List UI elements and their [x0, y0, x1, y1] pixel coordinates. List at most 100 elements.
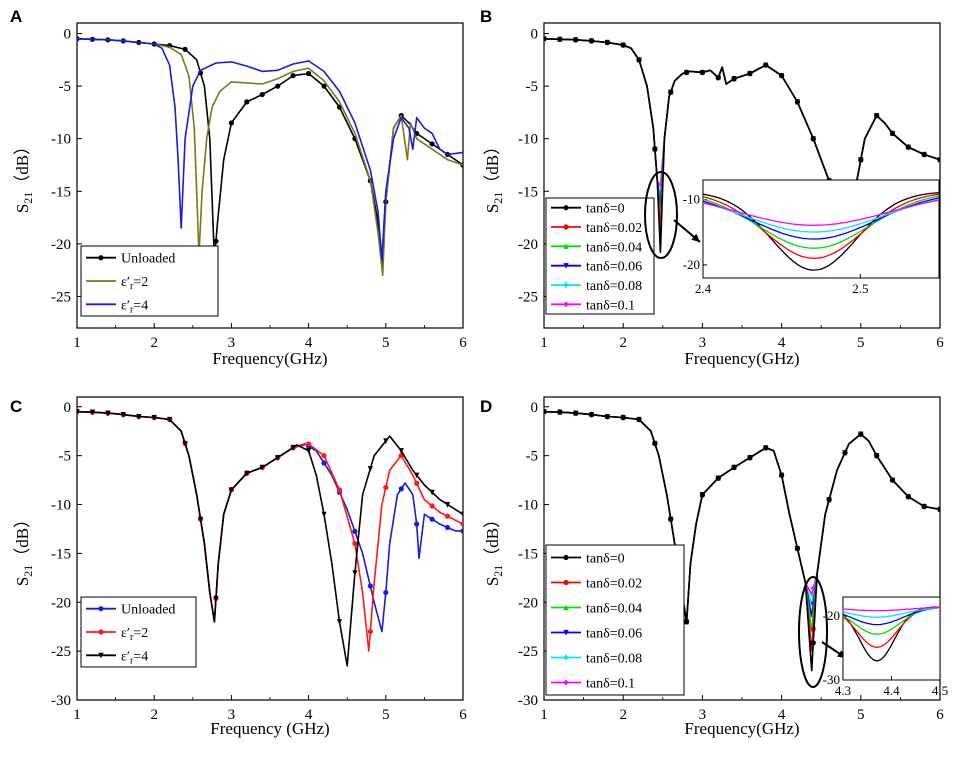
data-point: [731, 464, 737, 470]
inset-series-line: [843, 606, 940, 612]
legend-entry: tanδ=0.1: [551, 298, 635, 313]
inset-y-tick-label: -30: [823, 672, 840, 687]
inset-series-line: [843, 607, 940, 626]
legend-label-main: tanδ=0.04: [586, 240, 642, 255]
inset-y-tick-label: -10: [683, 192, 700, 207]
y-tick-label: -20: [51, 237, 71, 253]
legend-label: tanδ=0.04: [586, 240, 642, 255]
data-point: [889, 130, 896, 137]
y-tick-label: -5: [59, 79, 72, 95]
data-point: [604, 39, 610, 46]
data-point: [259, 91, 265, 98]
y-tick-label: -5: [59, 449, 72, 465]
inset-x-tick-label: 2.5: [852, 281, 868, 296]
x-tick-label: 1: [540, 707, 548, 723]
data-point: [444, 501, 451, 508]
data-point: [398, 486, 404, 492]
legend-label-main: tanδ=0.1: [586, 298, 635, 313]
y-axis-label-sub: 21: [491, 565, 505, 577]
data-point: [810, 136, 816, 142]
legend-label: tanδ=0: [586, 202, 625, 217]
inset-curves: [703, 192, 939, 271]
x-tick-label: 2: [150, 335, 158, 351]
legend-entry: Unloaded: [86, 252, 175, 267]
data-point: [306, 448, 312, 454]
y-tick-label: -25: [51, 289, 71, 305]
y-axis-label: S21（dB）: [13, 511, 35, 586]
legend-label: tanδ=0.1: [586, 298, 635, 313]
data-point: [383, 484, 389, 491]
inset-frame: [702, 179, 940, 279]
y-axis-label: S21（dB）: [483, 511, 505, 586]
legend-label: tanδ=0.02: [586, 221, 642, 236]
data-point: [858, 431, 864, 437]
data-point: [151, 414, 157, 421]
data-point: [937, 157, 940, 163]
data-point: [715, 475, 721, 481]
data-point: [810, 640, 816, 646]
data-point: [429, 516, 435, 522]
data-point: [842, 450, 848, 456]
legend-label: tanδ=0.08: [586, 652, 642, 667]
legend-entry: ε′r=4: [86, 649, 148, 666]
data-point: [383, 589, 389, 596]
legend-label: tanδ=0.02: [586, 577, 642, 592]
y-axis-label-main: S: [483, 577, 502, 586]
data-point: [414, 472, 420, 479]
legend-marker: [98, 255, 104, 261]
data-point: [120, 411, 126, 418]
data-point: [321, 83, 327, 89]
zoom-ellipse: [798, 576, 828, 688]
data-point: [874, 453, 880, 459]
inset-zoom: 4.3 4.4 4.5 -20 -30: [798, 576, 948, 698]
panel-letter: A: [10, 7, 22, 26]
legend-label-main: tanδ=0.06: [586, 260, 642, 275]
legend-label: ε′r=4: [121, 298, 148, 315]
inset-zoom: 2.4 2.5 -10 -20: [644, 171, 940, 296]
data-point: [182, 440, 188, 447]
data-point: [747, 70, 753, 77]
data-point: [244, 99, 250, 105]
series--r-4: [77, 38, 463, 261]
series--r-2: [77, 38, 463, 277]
series--r-4: [77, 409, 463, 667]
data-point: [699, 69, 706, 76]
panel-c: C 1 2 3 4 5 6 0 -5 -10 -15 -20 -25 -30 Frequency (GHz)…: [10, 396, 467, 738]
data-point: [544, 409, 547, 415]
x-tick-label: 3: [228, 335, 236, 351]
series-line: [77, 38, 463, 266]
data-point: [197, 516, 204, 523]
x-tick-label: 6: [459, 707, 467, 723]
data-point: [889, 477, 896, 483]
data-point: [290, 444, 296, 451]
x-axis-label: Frequency(GHz): [684, 349, 799, 368]
x-tick-label: 4: [778, 707, 786, 723]
y-tick-label: -25: [518, 644, 538, 660]
data-point: [604, 413, 610, 420]
legend-label-main: ε′: [121, 626, 130, 641]
legend-label-main: ε′: [121, 275, 130, 290]
data-point: [794, 545, 801, 552]
y-tick-label: 0: [531, 400, 539, 416]
legend-label-main: Unloaded: [121, 252, 175, 267]
data-point: [213, 238, 219, 244]
x-tick-label: 6: [459, 335, 467, 351]
data-point: [874, 112, 880, 119]
x-tick-label: 1: [540, 335, 548, 351]
inset-x-tick-label: 4.4: [883, 683, 900, 698]
x-tick-label: 3: [699, 707, 707, 723]
x-tick-label: 5: [857, 335, 865, 351]
data-point: [89, 409, 96, 416]
legend-label: ε′r=2: [121, 275, 148, 292]
legend-label-rest: =4: [133, 298, 148, 313]
legend: tanδ=0 tanδ=0.02 tanδ=0.04 tanδ=0.06 tanδ=0.…: [545, 544, 685, 696]
y-tick-label: -15: [51, 184, 71, 200]
data-point: [557, 36, 563, 42]
series-line: [77, 410, 463, 667]
y-tick-label: 0: [64, 27, 72, 43]
legend-label-main: tanδ=0.02: [586, 577, 642, 592]
y-tick-label: -20: [518, 237, 538, 253]
legend-marker: [563, 604, 569, 611]
legend-label-sub: r: [130, 655, 134, 666]
inset-series-line: [703, 192, 939, 271]
